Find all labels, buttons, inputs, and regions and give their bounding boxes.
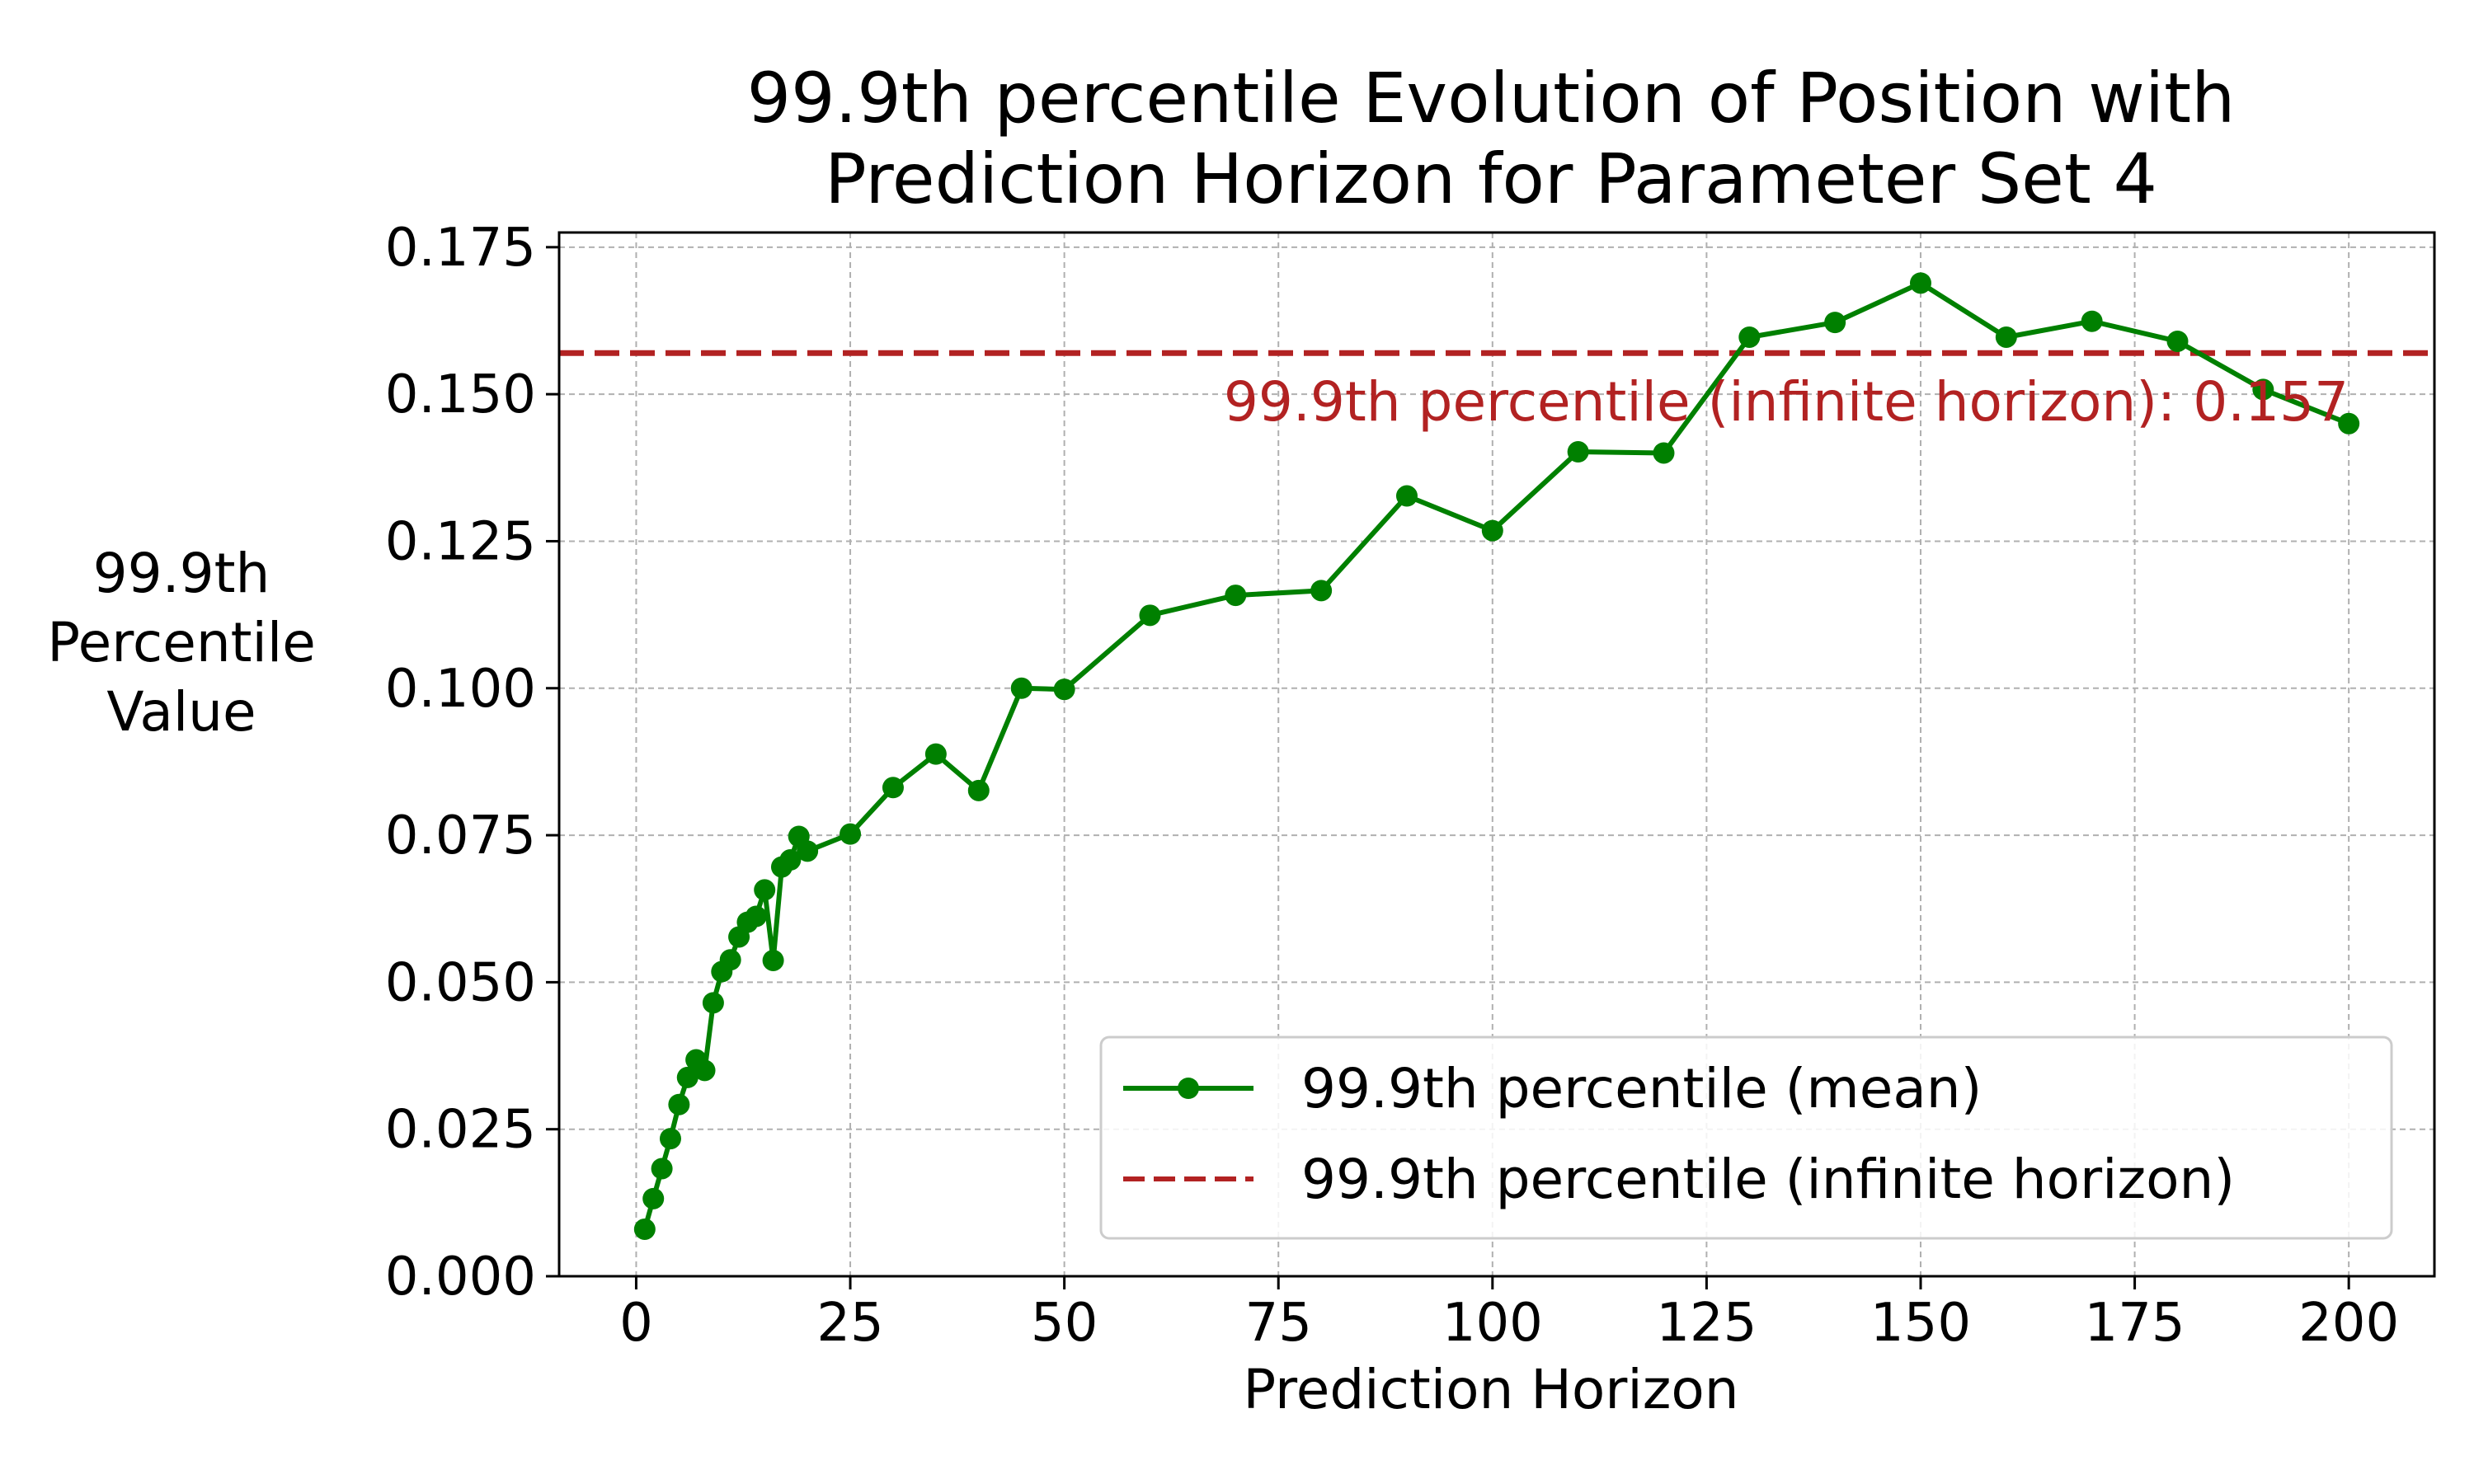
mean-data-point-2 <box>651 1158 673 1180</box>
x-tick-label-1: 25 <box>816 1293 883 1354</box>
mean-data-point-27 <box>1225 585 1247 607</box>
mean-data-point-32 <box>1653 442 1675 464</box>
mean-data-point-0 <box>633 1218 656 1240</box>
mean-data-point-36 <box>1995 326 2017 348</box>
mean-data-point-4 <box>668 1093 690 1115</box>
mean-data-point-20 <box>840 823 862 845</box>
x-tick-label-7: 175 <box>2084 1293 2185 1354</box>
mean-data-point-26 <box>1139 604 1161 627</box>
axes: 0 25 50 75 100 125 150 175 200 0.000 0.025 0.050 0.0… <box>385 218 2436 1354</box>
x-axis-title: Prediction Horizon <box>1243 1358 1738 1421</box>
chart-title-line-2: Prediction Horizon for Parameter Set 4 <box>825 139 2157 219</box>
mean-data-point-28 <box>1310 580 1333 602</box>
x-tick-label-5: 125 <box>1656 1293 1757 1354</box>
mean-data-point-23 <box>967 779 990 801</box>
legend-label-infinite-horizon: 99.9th percentile (infinite horizon) <box>1301 1148 2235 1211</box>
mean-data-point-10 <box>719 949 741 971</box>
y-tick-label-7: 0.175 <box>385 218 536 279</box>
mean-data-point-30 <box>1481 519 1503 542</box>
mean-data-point-25 <box>1053 679 1075 701</box>
mean-data-point-3 <box>659 1128 681 1150</box>
mean-data-point-15 <box>762 949 784 971</box>
y-tick-label-2: 0.050 <box>385 952 536 1013</box>
mean-data-point-24 <box>1010 677 1032 699</box>
legend-frame <box>1099 1036 2393 1240</box>
mean-data-point-31 <box>1567 441 1589 463</box>
x-tick-label-0: 0 <box>619 1293 653 1354</box>
mean-data-point-5 <box>676 1066 698 1088</box>
mean-data-point-29 <box>1395 485 1418 507</box>
x-tick-label-2: 50 <box>1031 1293 1098 1354</box>
mean-data-point-34 <box>1824 312 1846 334</box>
legend-label-mean: 99.9th percentile (mean) <box>1301 1057 1982 1120</box>
mean-data-point-7 <box>694 1059 716 1082</box>
mean-data-point-1 <box>642 1187 665 1209</box>
y-tick-label-5: 0.125 <box>385 511 536 572</box>
y-axis-title-line-1: 99.9th <box>93 542 270 605</box>
y-axis-title-line-2: Percentile <box>47 611 316 674</box>
x-tick-label-4: 100 <box>1442 1293 1543 1354</box>
mean-data-point-40 <box>2338 412 2360 434</box>
y-tick-label-3: 0.075 <box>385 805 536 866</box>
mean-data-point-33 <box>1738 326 1761 348</box>
chart-title-line-1: 99.9th percentile Evolution of Position … <box>747 58 2236 139</box>
x-tick-label-8: 200 <box>2298 1293 2399 1354</box>
y-tick-label-1: 0.025 <box>385 1100 536 1161</box>
y-tick-label-4: 0.100 <box>385 659 536 720</box>
mean-data-point-38 <box>2166 330 2189 352</box>
mean-data-point-39 <box>2252 378 2274 401</box>
mean-data-point-19 <box>797 840 819 862</box>
mean-data-point-13 <box>745 905 767 928</box>
mean-data-point-21 <box>882 777 904 799</box>
legend: 99.9th percentile (mean) 99.9th percenti… <box>1099 1036 2393 1240</box>
x-tick-label-3: 75 <box>1245 1293 1312 1354</box>
infinite-horizon-annotation: 99.9th percentile (infinite horizon): 0.… <box>1224 370 2349 434</box>
mean-data-point-17 <box>779 849 802 871</box>
y-tick-label-6: 0.150 <box>385 364 536 425</box>
mean-data-point-22 <box>924 743 947 765</box>
mean-data-point-35 <box>1909 272 1931 294</box>
y-axis-title-line-3: Value <box>106 680 256 744</box>
y-tick-label-0: 0.000 <box>385 1247 536 1308</box>
mean-data-point-37 <box>2081 310 2103 332</box>
x-tick-label-6: 150 <box>1870 1293 1971 1354</box>
legend-marker-mean <box>1178 1078 1199 1099</box>
axes-frame <box>557 231 2436 1278</box>
mean-data-point-14 <box>754 879 776 901</box>
plot-area: 99.9th percentile (infinite horizon): 0.… <box>559 272 2434 1240</box>
mean-data-point-8 <box>702 992 724 1014</box>
